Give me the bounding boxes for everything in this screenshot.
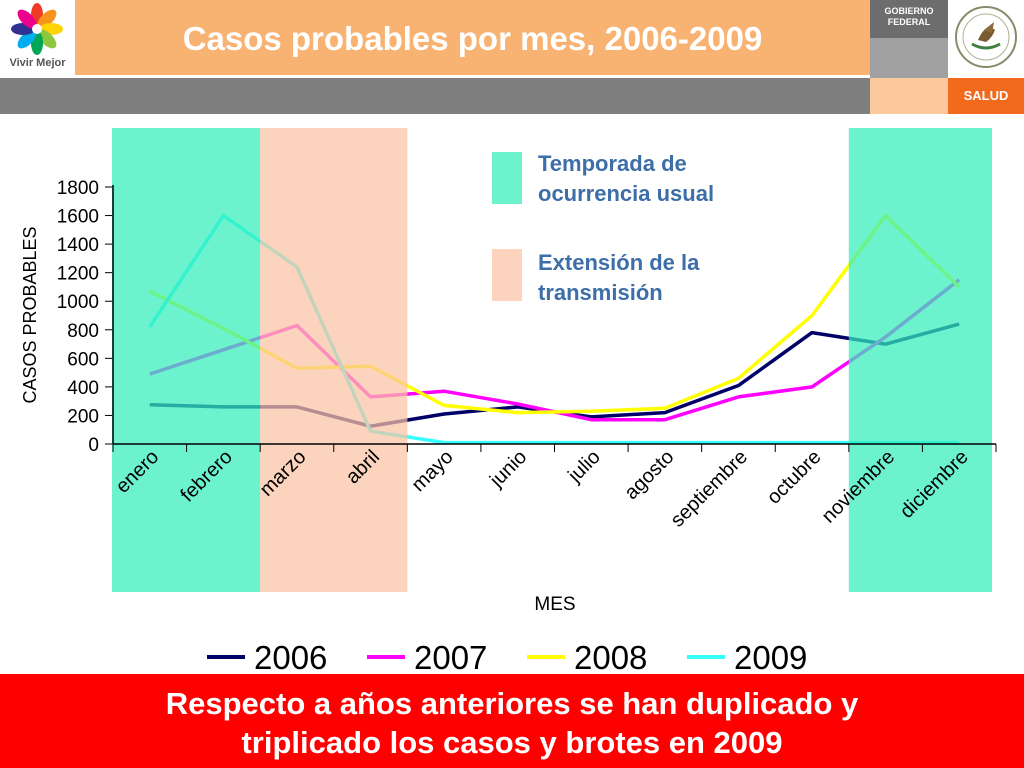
- y-tick-label: 800: [67, 321, 99, 342]
- band-swatch: [492, 249, 522, 301]
- x-tick-label: septiembre: [666, 446, 752, 532]
- logo-caption: Vivir Mejor: [9, 57, 66, 69]
- x-tick-label: agosto: [620, 446, 678, 504]
- header-gray-bar: [0, 78, 870, 114]
- y-tick-label: 1200: [57, 264, 99, 285]
- conclusion-banner: Respecto a años anteriores se han duplic…: [0, 674, 1024, 768]
- y-tick-label: 600: [67, 349, 99, 370]
- legend-label: 2009: [734, 639, 807, 674]
- government-label-line-1: GOBIERNO: [884, 6, 934, 16]
- vivir-mejor-logo: Vivir Mejor: [0, 0, 75, 75]
- y-tick-label: 200: [67, 406, 99, 427]
- salud-badge: SALUD: [948, 78, 1024, 114]
- axes: [112, 185, 997, 452]
- band-marzo-abril: [260, 128, 408, 592]
- conclusion-line-2: triplicado los casos y brotes en 2009: [241, 725, 783, 760]
- slide-title: Casos probables por mes, 2006-2009: [182, 20, 763, 57]
- x-tick-label: junio: [485, 446, 531, 492]
- conclusion-text: Respecto a años anteriores se han duplic…: [30, 684, 994, 762]
- y-tick-label: 1600: [57, 207, 99, 228]
- y-tick-label: 1400: [57, 235, 99, 256]
- band-label: Extensión de la: [538, 250, 700, 275]
- band-label: Temporada de: [538, 151, 687, 176]
- shaded-bands: [112, 128, 992, 592]
- legend-label: 2006: [254, 639, 327, 674]
- x-tick-label: mayo: [408, 446, 458, 496]
- y-tick-label: 1000: [57, 292, 99, 313]
- legend-label: 2007: [414, 639, 487, 674]
- y-tick-label: 1800: [57, 178, 99, 199]
- national-seal: [948, 0, 1024, 78]
- legend: 2006 2007 2008 2009: [207, 639, 807, 674]
- title-bar: Casos probables por mes, 2006-2009: [75, 0, 870, 75]
- salud-label: SALUD: [963, 88, 1009, 103]
- government-badge-block-light: [870, 78, 948, 114]
- y-axis-title: CASOS PROBABLES: [20, 226, 40, 403]
- y-tick-label: 400: [67, 378, 99, 399]
- x-tick-label: octubre: [763, 446, 826, 509]
- band-label: ocurrencia usual: [538, 181, 714, 206]
- eagle-seal-icon: [955, 6, 1017, 68]
- band-enero-febrero: [112, 128, 261, 592]
- band-annotations: Temporada de ocurrencia usual Extensión de…: [492, 151, 714, 305]
- government-label: GOBIERNO FEDERAL: [870, 6, 948, 28]
- government-badge: GOBIERNO FEDERAL: [870, 0, 948, 38]
- conclusion-line-1: Respecto a años anteriores se han duplic…: [165, 686, 859, 721]
- x-axis-title: MES: [534, 594, 575, 615]
- government-badge-block: [870, 38, 948, 78]
- band-noviembre-diciembre: [848, 128, 992, 592]
- flower-logo-icon: [11, 3, 63, 55]
- y-axis-ticks: 0 200 400 600 800 1000 1200 1400 1600 1800: [57, 178, 113, 456]
- y-tick-label: 0: [88, 435, 99, 456]
- band-swatch: [492, 152, 522, 204]
- government-label-line-2: FEDERAL: [887, 17, 931, 27]
- legend-label: 2008: [574, 639, 647, 674]
- band-label: transmisión: [538, 280, 663, 305]
- x-tick-label: julio: [563, 446, 604, 487]
